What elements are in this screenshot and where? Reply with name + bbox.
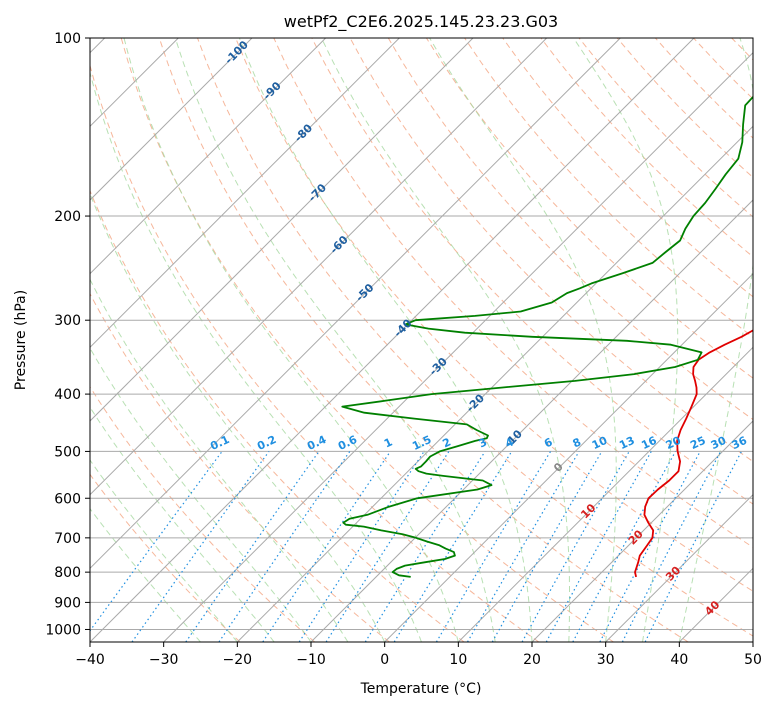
mixing-ratio-label: 36 (730, 434, 750, 452)
y-tick-label: 100 (54, 31, 81, 47)
dry-adiabat-line (90, 189, 465, 642)
dry-adiabat-line (770, 38, 775, 642)
dry-adiabat-line (425, 38, 753, 379)
moist-adiabat-line (90, 406, 275, 642)
dry-adiabat-line (311, 38, 753, 505)
mixing-ratio-label: 25 (688, 434, 707, 452)
isotherm-line (90, 38, 474, 422)
mixing-ratio-line (644, 451, 743, 642)
x-tick-label: 30 (597, 652, 615, 668)
moist-adiabat-line (174, 38, 496, 642)
x-tick-label: 20 (523, 652, 541, 668)
mixing-ratio-label: 13 (617, 434, 636, 452)
dry-adiabat-line (464, 38, 753, 338)
moist-adiabat-line (123, 38, 459, 642)
mixing-ratio-label: 20 (664, 434, 684, 452)
x-tick-label: 50 (744, 652, 762, 668)
isotherm-line (163, 51, 753, 642)
profile-lines (341, 95, 753, 578)
dry-adiabat-line (90, 385, 316, 642)
chart-title: wetPf2_C2E6.2025.145.23.23.G03 (284, 12, 558, 32)
y-tick-label: 200 (54, 209, 81, 225)
y-tick-label: 700 (54, 531, 81, 547)
isotherm-line (384, 272, 753, 642)
mixing-ratio-line (545, 451, 652, 642)
isotherm-line (90, 38, 695, 642)
isotherm-line (90, 38, 327, 275)
isotherm-line (752, 641, 753, 642)
isotherm-line (90, 38, 621, 570)
x-tick-label: 40 (670, 652, 688, 668)
plot-frame (89, 37, 754, 643)
mixing-ratio-label: 10 (590, 434, 610, 452)
dry-adiabat-line (349, 38, 753, 463)
mixing-ratio-line (466, 451, 580, 642)
mixing-ratio-line (393, 451, 513, 642)
x-tick-label: −10 (296, 652, 326, 668)
isotherm-line (457, 346, 753, 642)
y-tick-label: 300 (54, 313, 81, 329)
mixing-ratio-line (435, 451, 552, 642)
x-axis-label: Temperature (°C) (360, 681, 482, 697)
y-tick-label: 400 (54, 387, 81, 403)
moist-adiabat-line (573, 38, 679, 642)
mixing-ratio-line (262, 451, 391, 642)
dry-adiabat-line (273, 38, 753, 548)
isotherm-line (605, 493, 753, 642)
x-tick-label: −40 (75, 652, 105, 668)
isotherm-line (90, 38, 253, 201)
mixing-ratio-line (131, 451, 270, 642)
dewpoint-profile-line (341, 95, 753, 578)
dry-adiabat-line (387, 38, 753, 421)
mixing-ratio-line (364, 451, 486, 642)
mixing-ratio-label: 30 (709, 434, 729, 452)
y-tick-label: 1000 (45, 622, 81, 638)
dry-adiabat-line (90, 63, 540, 642)
moist-adiabat-line (90, 192, 386, 642)
y-tick-label: 900 (54, 595, 81, 611)
axes: −40 −30 −20 −10 0 10 20 30 40 50 100 200 300 400 500 60… (45, 31, 762, 668)
dry-adiabat-line (90, 292, 390, 642)
moist-adiabat-line (90, 70, 422, 642)
y-tick-label: 500 (54, 444, 81, 460)
y-tick-label: 800 (54, 565, 81, 581)
dry-adiabat-line (158, 38, 689, 642)
moist-adiabat-line (90, 507, 201, 642)
mixing-ratio-line (298, 451, 425, 642)
moist-adiabat-line (90, 459, 238, 642)
moist-adiabat-line (429, 38, 617, 642)
mixing-ratio-line (325, 451, 450, 642)
x-tick-label: −20 (223, 652, 253, 668)
isotherm-line (90, 38, 400, 349)
moist-adiabat-line (90, 278, 349, 642)
isotherm-line (90, 38, 548, 496)
mixing-ratio-line (218, 451, 351, 642)
x-tick-label: 10 (449, 652, 467, 668)
y-axis-label: Pressure (hPa) (13, 290, 29, 390)
moist-adiabat-line (678, 38, 753, 642)
mixing-ratio-line (185, 451, 320, 642)
dry-adiabat-line (120, 38, 614, 642)
y-tick-label: 600 (54, 491, 81, 507)
x-tick-label: −30 (149, 652, 179, 668)
moist-adiabat-line (321, 38, 571, 642)
mixing-ratio-label: 16 (639, 434, 659, 452)
reference-lines (90, 38, 775, 642)
temperature-profile-line (634, 329, 753, 578)
plot-background (90, 38, 753, 642)
isotherm-line (236, 125, 753, 642)
dry-adiabat-line (235, 38, 753, 592)
x-tick-label: 0 (380, 652, 389, 668)
isotherm-line (531, 420, 753, 642)
dry-adiabat-line (90, 473, 241, 642)
dry-adiabat-line (502, 38, 753, 298)
moist-adiabat-line (238, 38, 533, 642)
